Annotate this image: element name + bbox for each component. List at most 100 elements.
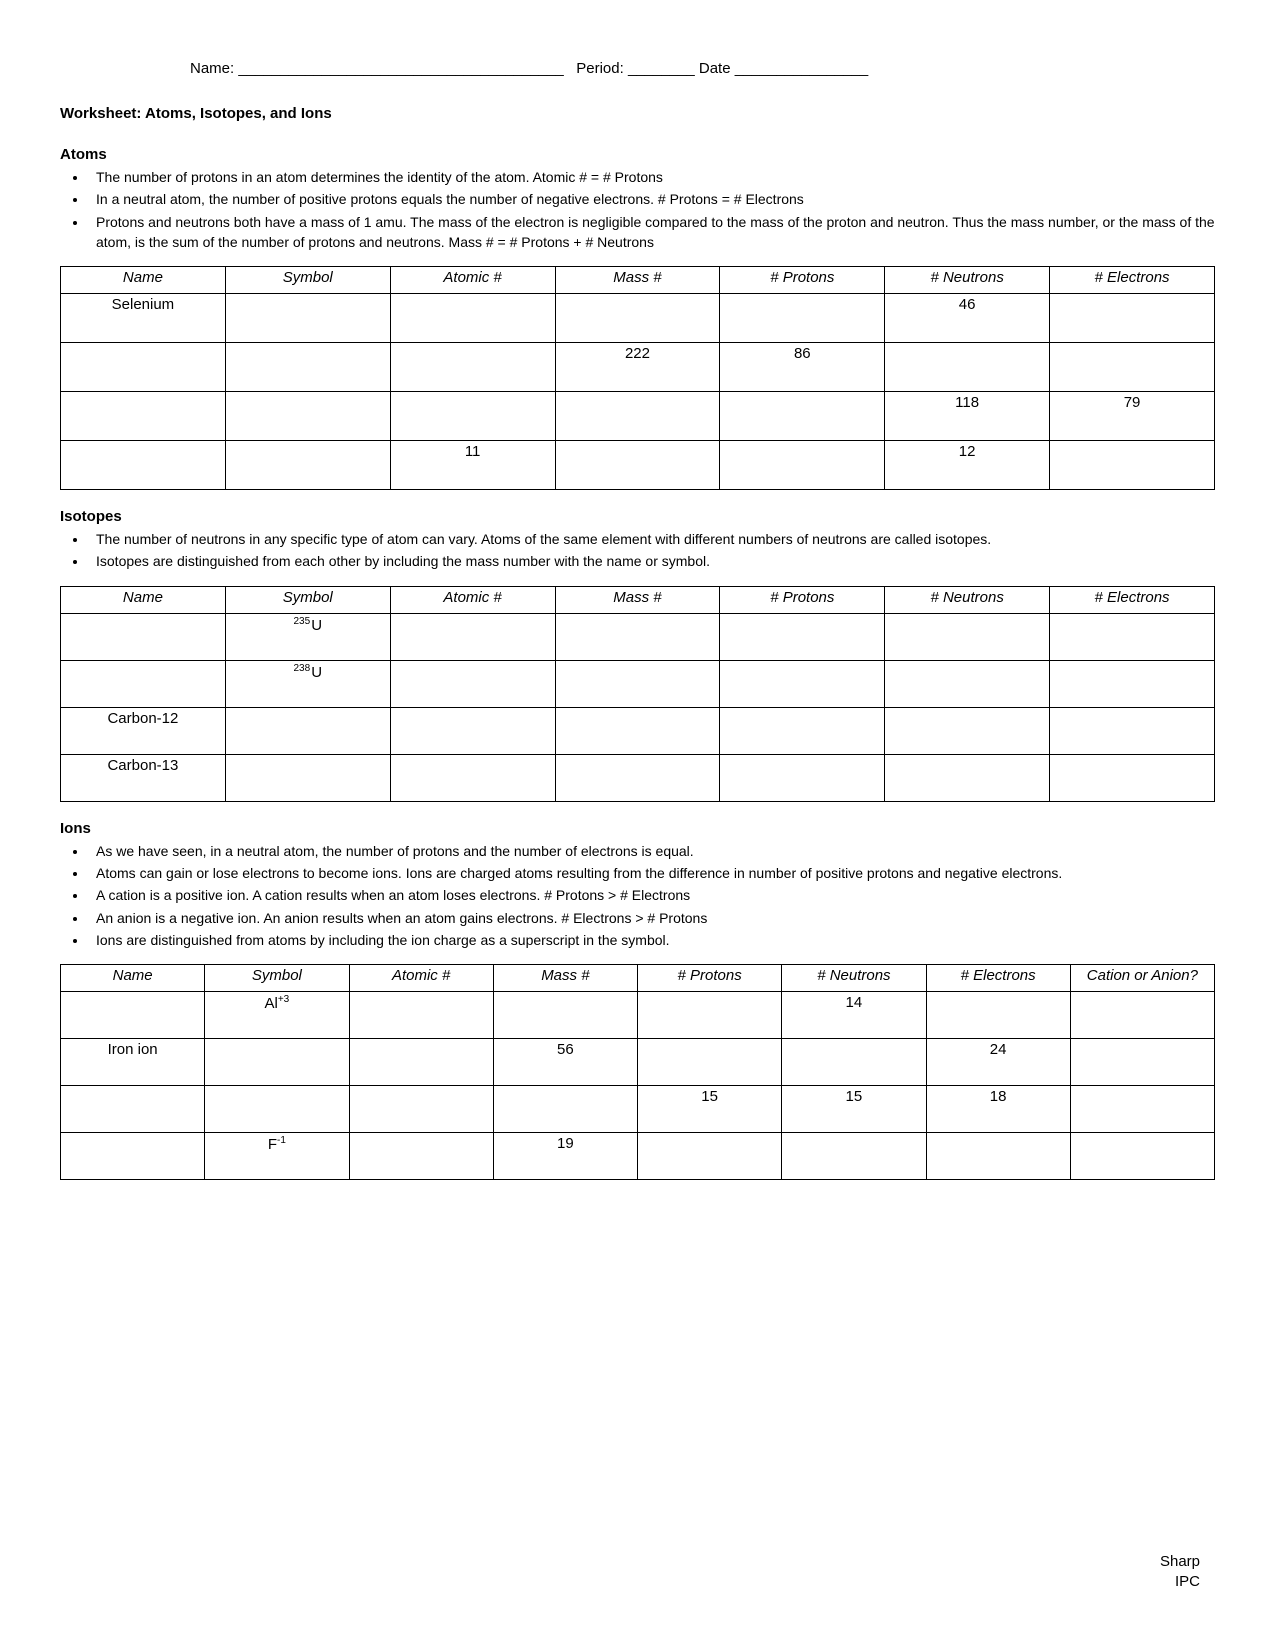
cell[interactable] (555, 660, 720, 707)
cell[interactable] (61, 1133, 205, 1180)
cell[interactable]: Iron ion (61, 1039, 205, 1086)
cell[interactable]: Al+3 (205, 992, 349, 1039)
cell[interactable]: Carbon-12 (61, 707, 226, 754)
cell[interactable] (1050, 343, 1215, 392)
cell[interactable]: 222 (555, 343, 720, 392)
col-mass: Mass # (555, 586, 720, 613)
cell[interactable]: Carbon-13 (61, 754, 226, 801)
cell[interactable] (390, 660, 555, 707)
col-neutrons: # Neutrons (885, 267, 1050, 294)
cell[interactable] (205, 1086, 349, 1133)
cell[interactable]: 79 (1050, 392, 1215, 441)
cell[interactable] (1070, 1039, 1214, 1086)
cell[interactable] (225, 754, 390, 801)
cell[interactable] (720, 707, 885, 754)
cell[interactable] (390, 392, 555, 441)
cell[interactable] (926, 992, 1070, 1039)
cell[interactable] (61, 392, 226, 441)
cell[interactable] (555, 392, 720, 441)
cell[interactable] (1050, 294, 1215, 343)
charge-super: +3 (278, 994, 289, 1005)
cell[interactable] (555, 754, 720, 801)
cell[interactable] (885, 660, 1050, 707)
cell[interactable]: 86 (720, 343, 885, 392)
cell[interactable] (1050, 660, 1215, 707)
symbol-base: Al (265, 995, 278, 1012)
cell[interactable] (225, 343, 390, 392)
cell[interactable] (349, 1133, 493, 1180)
cell[interactable] (555, 707, 720, 754)
cell[interactable] (225, 707, 390, 754)
cell[interactable] (555, 441, 720, 490)
cell[interactable]: 14 (782, 992, 926, 1039)
cell[interactable] (61, 1086, 205, 1133)
cell[interactable] (61, 660, 226, 707)
cell[interactable] (225, 294, 390, 343)
cell[interactable] (225, 392, 390, 441)
cell[interactable] (782, 1039, 926, 1086)
cell[interactable] (349, 1086, 493, 1133)
cell[interactable] (720, 441, 885, 490)
cell[interactable] (885, 343, 1050, 392)
cell[interactable] (720, 294, 885, 343)
cell[interactable] (349, 1039, 493, 1086)
cell[interactable] (720, 613, 885, 660)
period-blank[interactable]: ________ (628, 60, 695, 77)
cell[interactable] (1050, 441, 1215, 490)
cell[interactable] (61, 613, 226, 660)
date-blank[interactable]: ________________ (735, 60, 868, 77)
cell[interactable]: 19 (493, 1133, 637, 1180)
cell[interactable]: 15 (638, 1086, 782, 1133)
cell[interactable] (885, 754, 1050, 801)
cell[interactable]: 12 (885, 441, 1050, 490)
cell[interactable] (720, 392, 885, 441)
ions-bullets: As we have seen, in a neutral atom, the … (60, 841, 1215, 950)
cell[interactable] (1070, 1086, 1214, 1133)
cell[interactable] (390, 613, 555, 660)
cell[interactable] (885, 707, 1050, 754)
cell[interactable] (638, 1133, 782, 1180)
cell[interactable] (61, 992, 205, 1039)
col-mass: Mass # (555, 267, 720, 294)
name-blank[interactable]: _______________________________________ (238, 60, 563, 77)
cell[interactable] (720, 660, 885, 707)
cell[interactable] (720, 754, 885, 801)
cell[interactable] (61, 343, 226, 392)
cell[interactable] (493, 992, 637, 1039)
cell[interactable] (926, 1133, 1070, 1180)
cell[interactable]: 18 (926, 1086, 1070, 1133)
cell[interactable] (390, 343, 555, 392)
table-row: 222 86 (61, 343, 1215, 392)
cell[interactable] (61, 441, 226, 490)
cell[interactable]: 46 (885, 294, 1050, 343)
cell[interactable]: F-1 (205, 1133, 349, 1180)
cell[interactable]: 118 (885, 392, 1050, 441)
cell[interactable] (1070, 1133, 1214, 1180)
cell[interactable] (493, 1086, 637, 1133)
cell[interactable] (638, 992, 782, 1039)
cell[interactable] (555, 294, 720, 343)
cell[interactable] (1050, 613, 1215, 660)
cell[interactable] (390, 754, 555, 801)
cell[interactable] (225, 441, 390, 490)
period-label: Period: (576, 60, 624, 77)
col-electrons: # Electrons (1050, 586, 1215, 613)
cell[interactable] (390, 707, 555, 754)
cell[interactable] (1050, 707, 1215, 754)
cell[interactable] (782, 1133, 926, 1180)
cell[interactable]: 56 (493, 1039, 637, 1086)
cell[interactable] (638, 1039, 782, 1086)
cell[interactable] (1070, 992, 1214, 1039)
cell[interactable] (205, 1039, 349, 1086)
cell[interactable]: Selenium (61, 294, 226, 343)
cell[interactable]: 235U (225, 613, 390, 660)
cell[interactable] (885, 613, 1050, 660)
cell[interactable] (390, 294, 555, 343)
cell[interactable]: 238U (225, 660, 390, 707)
cell[interactable]: 15 (782, 1086, 926, 1133)
cell[interactable]: 11 (390, 441, 555, 490)
cell[interactable] (349, 992, 493, 1039)
cell[interactable]: 24 (926, 1039, 1070, 1086)
cell[interactable] (1050, 754, 1215, 801)
cell[interactable] (555, 613, 720, 660)
